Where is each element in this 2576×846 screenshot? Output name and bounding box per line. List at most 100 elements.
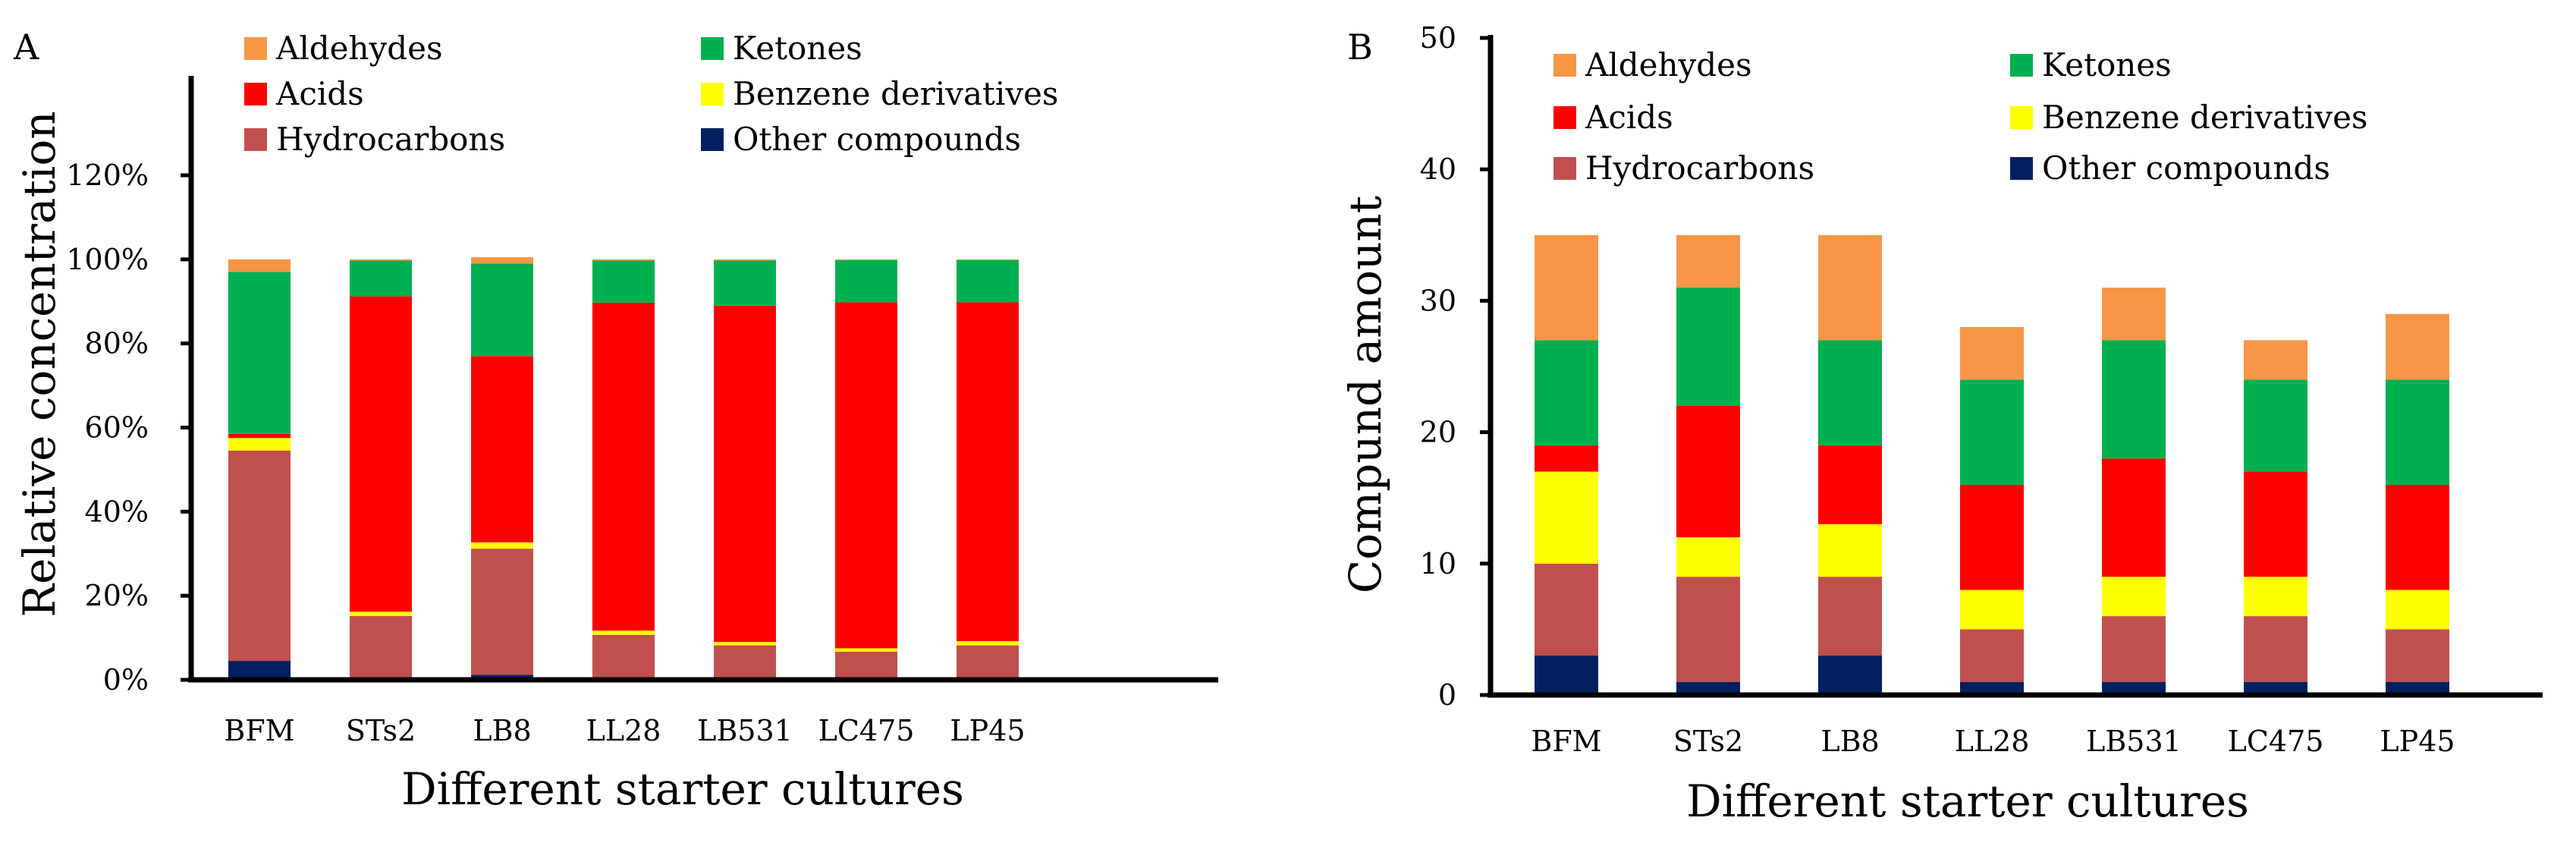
bar-segment-b-lp45-acids (2386, 484, 2449, 590)
y-tick-label-a: 80% (85, 327, 149, 360)
legend-swatch-hydrocarbons (1553, 157, 1576, 180)
y-tick-label-b: 50 (1420, 21, 1456, 55)
legend-label-other-compounds: Other compounds (2042, 149, 2330, 187)
bar-segment-a-lp45-hydrocarbons (957, 645, 1019, 679)
bar-segment-a-bfm-acids (228, 433, 291, 439)
bar-segment-a-lc475-ketones (835, 259, 897, 303)
bar-segment-b-lb8-acids (1818, 445, 1882, 524)
legend-swatch-aldehydes (244, 37, 267, 60)
y-ticks-b: 0 10 20 30 40 50 (1420, 21, 1491, 712)
bar-segment-b-ll28-other-compounds (1960, 681, 2024, 695)
bar-segment-b-lb8-other-compounds (1818, 656, 1882, 695)
bar-segment-b-lp45-hydrocarbons (2386, 629, 2449, 682)
bar-segment-b-lc475-acids (2244, 471, 2307, 577)
x-tick-label-b: LB531 (2086, 725, 2182, 758)
bar-segment-a-ll28-acids (592, 302, 655, 631)
legend-label-benzene-derivatives: Benzene derivatives (733, 75, 1058, 112)
legend-swatch-other-compounds (2010, 157, 2033, 180)
bar-segment-a-lp45-aldehydes (957, 259, 1019, 260)
bar-segment-a-bfm-benzene-derivatives (228, 438, 291, 451)
bar-segment-b-lc475-ketones (2244, 379, 2307, 472)
bar-segment-a-lb8-ketones (471, 263, 533, 357)
legend-swatch-acids (244, 83, 267, 105)
bar-segment-b-sts2-ketones (1676, 288, 1740, 406)
y-tick-label-a: 120% (66, 159, 149, 192)
bar-segment-b-ll28-aldehydes (1960, 327, 2024, 380)
y-tick-label-b: 30 (1420, 284, 1456, 317)
y-tick-label-a: 40% (85, 495, 149, 528)
bar-segment-a-lb531-acids (714, 305, 776, 643)
bar-segment-b-ll28-ketones (1960, 379, 2024, 485)
legend-b: Aldehydes Ketones Acids Benzene derivatives… (1553, 46, 2367, 187)
bar-segment-a-sts2-acids (350, 296, 412, 612)
bar-segment-b-ll28-acids (1960, 484, 2024, 590)
panel-letter-a: A (13, 27, 39, 68)
bar-segment-b-lb531-hydrocarbons (2102, 616, 2166, 682)
bar-segment-a-lb8-benzene-derivatives (471, 542, 533, 549)
legend-swatch-ketones (701, 37, 724, 60)
bar-segment-a-bfm-aldehydes (228, 259, 291, 272)
x-tick-label-a: LB531 (697, 714, 793, 747)
bar-segment-a-lc475-acids (835, 302, 897, 649)
bar-segment-b-lb8-ketones (1818, 340, 1882, 445)
x-tick-label-a: LL28 (586, 714, 661, 747)
bar-segment-a-lc475-aldehydes (835, 259, 897, 260)
y-axis-title-a: Relative concentration (14, 111, 65, 617)
bar-segment-b-lb531-acids (2102, 458, 2166, 577)
legend-swatch-aldehydes (1553, 54, 1576, 77)
legend-label-acids: Acids (275, 75, 364, 112)
bar-segment-a-bfm-other-compounds (228, 661, 291, 680)
x-tick-label-b: STs2 (1673, 725, 1743, 758)
y-tick-label-a: 0% (103, 663, 149, 697)
bar-segment-a-ll28-aldehydes (592, 259, 655, 261)
legend-label-aldehydes: Aldehydes (1585, 46, 1752, 83)
y-axis-title-b: Compund amount (1340, 196, 1391, 593)
legend-swatch-hydrocarbons (244, 128, 267, 151)
legend-label-hydrocarbons: Hydrocarbons (1585, 149, 1814, 187)
panel-letter-b: B (1347, 27, 1373, 68)
bar-segment-b-sts2-hydrocarbons (1676, 577, 1740, 682)
bar-segment-b-sts2-acids (1676, 405, 1740, 538)
bar-segment-a-bfm-hydrocarbons (228, 450, 291, 662)
x-tick-label-a: LP45 (950, 714, 1025, 747)
bar-segment-b-lp45-benzene-derivatives (2386, 590, 2449, 630)
bar-segment-b-lb8-benzene-derivatives (1818, 524, 1882, 577)
bar-segment-b-bfm-hydrocarbons (1535, 563, 1598, 656)
x-tick-label-a: STs2 (346, 714, 416, 747)
bar-segment-b-lc475-hydrocarbons (2244, 616, 2307, 682)
bar-segment-b-bfm-benzene-derivatives (1535, 471, 1598, 564)
bar-segment-b-bfm-acids (1535, 445, 1598, 472)
legend-swatch-benzene-derivatives (701, 83, 724, 105)
legend-swatch-ketones (2010, 54, 2033, 77)
bar-segment-b-lb531-benzene-derivatives (2102, 577, 2166, 617)
x-ticks-b: BFM STs2 LB8 LL28 LB531 LC475 LP45 (1531, 725, 2455, 758)
x-ticks-a: BFM STs2 LB8 LL28 LB531 LC475 LP45 (224, 714, 1025, 747)
bar-segment-b-lb531-other-compounds (2102, 681, 2166, 695)
y-tick-label-a: 20% (85, 579, 149, 612)
x-tick-label-b: LB8 (1820, 725, 1879, 758)
y-tick-label-b: 10 (1420, 547, 1456, 580)
bar-segment-b-lp45-ketones (2386, 379, 2449, 485)
x-axis-title-b: Different starter cultures (1686, 775, 2249, 827)
y-ticks-a: 0% 20% 40% 60% 80% 100% 120% (66, 159, 191, 697)
bar-segment-b-ll28-benzene-derivatives (1960, 590, 2024, 630)
bar-segment-b-lp45-other-compounds (2386, 681, 2449, 695)
legend-label-aldehydes: Aldehydes (275, 30, 443, 67)
bar-segment-a-sts2-aldehydes (350, 259, 412, 261)
bar-segment-b-lb531-ketones (2102, 340, 2166, 459)
x-tick-label-a: BFM (224, 714, 294, 747)
bar-segment-a-sts2-benzene-derivatives (350, 612, 412, 616)
bar-segment-a-lb531-aldehydes (714, 259, 776, 261)
bar-segment-b-sts2-benzene-derivatives (1676, 537, 1740, 577)
bars-a (228, 257, 1019, 680)
bar-segment-a-lb531-benzene-derivatives (714, 642, 776, 646)
x-tick-label-a: LC475 (818, 714, 915, 747)
bar-segment-a-lb531-hydrocarbons (714, 645, 776, 679)
legend-swatch-acids (1553, 106, 1576, 129)
legend-label-hydrocarbons: Hydrocarbons (276, 121, 505, 158)
bar-segment-a-ll28-ketones (592, 260, 655, 303)
bar-segment-a-lb8-acids (471, 356, 533, 543)
bar-segment-a-sts2-hydrocarbons (350, 615, 412, 679)
legend-label-ketones: Ketones (733, 30, 862, 67)
